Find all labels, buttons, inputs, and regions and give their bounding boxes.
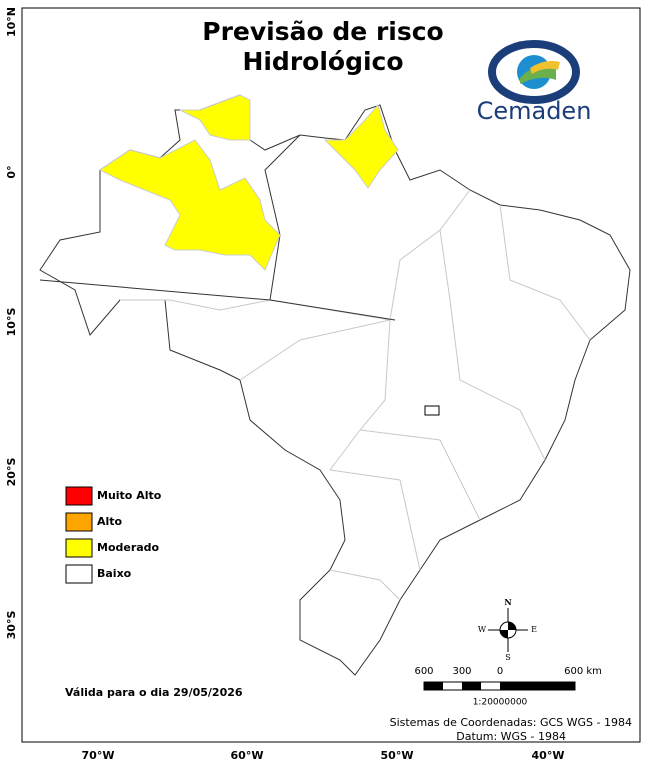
graticule-labels: 10°N 0° 10°S 20°S 30°S 70°W 60°W 50°W 40°W (5, 7, 564, 762)
title-line: Previsão de risco (202, 17, 443, 46)
legend-swatch (65, 538, 93, 558)
title-line: Hidrológico (242, 47, 403, 76)
compass-label: S (505, 653, 510, 662)
state-borders (120, 189, 591, 601)
scale-bar (423, 681, 576, 691)
risk-areas (99, 94, 399, 271)
legend-swatch (65, 512, 93, 532)
latitude-label: 30°S (5, 611, 18, 640)
risk-area (99, 139, 281, 271)
latitude-label: 20°S (5, 458, 18, 487)
scale-label: 0 (497, 666, 503, 677)
longitude-label: 40°W (532, 749, 565, 762)
federal-district (424, 405, 440, 416)
datum: Datum: WGS - 1984 (456, 730, 566, 743)
legend-label: Baixo (97, 567, 132, 580)
latitude-label: 10°N (5, 7, 18, 37)
scale-labels: 600 300 0 600 km (414, 666, 601, 677)
legend-label: Muito Alto (97, 489, 162, 502)
compass-label: E (531, 625, 537, 634)
risk-area (179, 94, 251, 141)
longitude-label: 60°W (231, 749, 264, 762)
legend: Muito Alto Alto Moderado Baixo (65, 486, 162, 584)
legend-label: Alto (97, 515, 123, 528)
north-arrow: N S E W (478, 597, 537, 662)
coordinate-system: Sistemas de Coordenadas: GCS WGS - 1984 (390, 716, 632, 729)
scale-label: 600 (414, 666, 433, 677)
legend-swatch (65, 564, 93, 584)
scale-ratio: 1:20000000 (473, 698, 528, 708)
longitude-label: 70°W (82, 749, 115, 762)
scale-label: 600 km (564, 666, 602, 677)
compass-label: W (478, 625, 487, 634)
legend-label: Moderado (97, 541, 160, 554)
logo: Cemaden (477, 40, 592, 125)
compass-label: N (504, 597, 511, 607)
legend-swatch (65, 486, 93, 506)
scale-label: 300 (452, 666, 471, 677)
latitude-label: 0° (5, 165, 18, 178)
longitude-label: 50°W (381, 749, 414, 762)
latitude-label: 10°S (5, 308, 18, 337)
logo-text: Cemaden (477, 97, 592, 125)
region-border (269, 299, 396, 321)
validity-date: Válida para o dia 29/05/2026 (65, 686, 243, 699)
risk-area (323, 103, 399, 189)
